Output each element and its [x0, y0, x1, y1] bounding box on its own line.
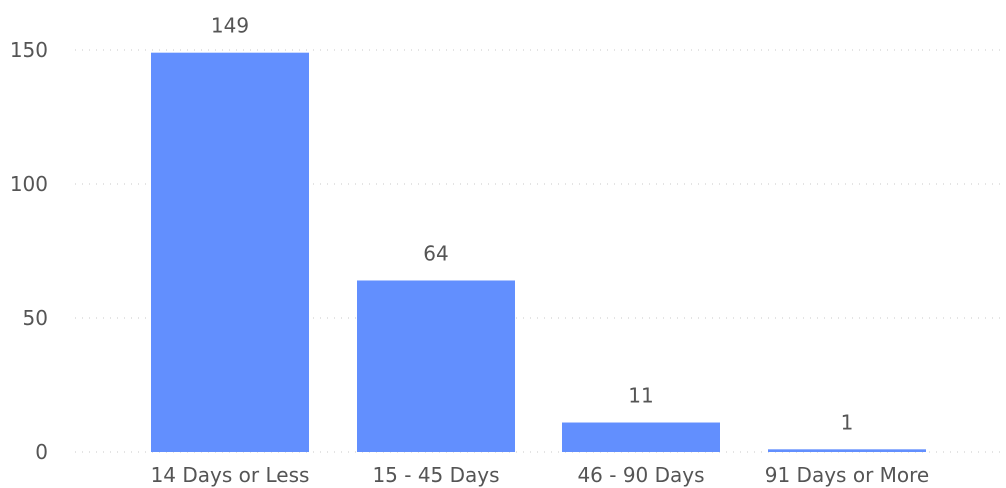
bar	[768, 449, 926, 452]
bar	[357, 280, 515, 452]
x-axis-categories: 14 Days or Less 15 - 45 Days 46 - 90 Days 9…	[151, 463, 930, 487]
category-label: 15 - 45 Days	[372, 463, 499, 487]
y-tick-label: 50	[23, 306, 48, 330]
data-label: 1	[841, 410, 854, 434]
data-label: 149	[211, 14, 249, 38]
bar	[151, 52, 309, 453]
category-label: 91 Days or More	[765, 463, 929, 487]
y-axis-ticks: 0 50 100 150	[10, 38, 48, 464]
y-tick-label: 150	[10, 38, 48, 62]
y-tick-label: 100	[10, 172, 48, 196]
bars	[151, 52, 926, 453]
category-label: 46 - 90 Days	[577, 463, 704, 487]
category-label: 14 Days or Less	[151, 463, 310, 487]
y-tick-label: 0	[35, 440, 48, 464]
data-label: 64	[423, 241, 448, 265]
data-label: 11	[628, 384, 653, 408]
bar	[562, 422, 720, 452]
